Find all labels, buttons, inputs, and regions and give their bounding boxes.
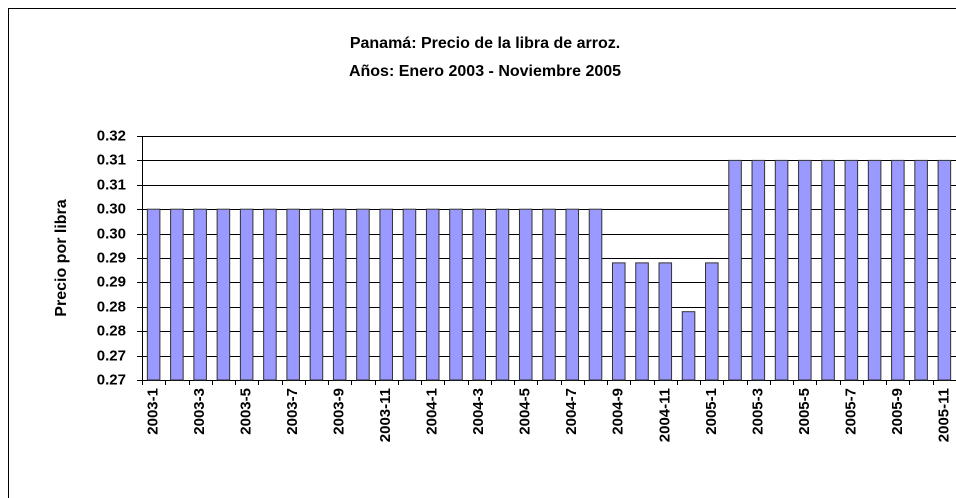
bar	[425, 208, 440, 381]
bar	[588, 208, 603, 381]
y-tick-label: 0.27	[97, 371, 126, 388]
x-tick-label: 2005-1	[703, 388, 720, 435]
bar	[611, 262, 626, 381]
x-tick-label: 2004-9	[610, 388, 627, 435]
bar	[309, 208, 324, 381]
x-tick-label: 2003-1	[145, 388, 162, 435]
bar	[332, 208, 347, 381]
bar	[356, 208, 370, 381]
bar	[937, 159, 952, 381]
bar	[867, 159, 882, 381]
bar	[821, 159, 835, 381]
bar	[472, 208, 487, 381]
x-tick-label: 2004-11	[656, 388, 673, 442]
bar	[379, 208, 393, 381]
x-tick-label: 2003-3	[191, 388, 208, 435]
bar	[402, 208, 417, 381]
bar	[286, 208, 300, 381]
y-tick-label: 0.28	[97, 298, 126, 315]
x-tick-label: 2005-7	[842, 388, 859, 435]
bar	[681, 311, 696, 381]
y-tick-label: 0.30	[97, 225, 126, 242]
x-tick-label: 2004-7	[563, 388, 580, 435]
y-axis-label: Precio por libra	[53, 199, 70, 316]
y-tick-label: 0.31	[97, 151, 126, 168]
bar	[635, 262, 649, 381]
x-tick-label: 2004-1	[424, 388, 441, 435]
y-tick-label: 0.27	[97, 347, 126, 364]
bar	[146, 208, 161, 381]
bar	[728, 159, 742, 381]
bar	[449, 208, 463, 381]
y-tick-label: 0.31	[97, 176, 126, 193]
chart-title: Panamá: Precio de la libra de arroz.	[350, 35, 620, 52]
x-tick-label: 2005-9	[889, 388, 906, 435]
bar	[774, 159, 789, 381]
bar	[565, 208, 580, 381]
bar	[542, 208, 556, 381]
bar	[216, 208, 231, 381]
bar	[518, 208, 533, 381]
x-tick-label: 2004-5	[517, 388, 534, 435]
x-tick-label: 2005-11	[935, 388, 952, 442]
x-tick-label: 2004-3	[470, 388, 487, 435]
bar	[263, 208, 277, 381]
bar	[891, 159, 905, 381]
x-tick-label: 2003-7	[284, 388, 301, 435]
y-tick-label: 0.30	[97, 200, 126, 217]
y-tick-label: 0.29	[97, 249, 126, 266]
x-tick-label: 2005-3	[749, 388, 766, 435]
x-tick-label: 2003-11	[377, 388, 394, 442]
bar	[751, 159, 766, 381]
bar	[239, 208, 254, 381]
bar	[170, 208, 184, 381]
y-tick-label: 0.29	[97, 273, 126, 290]
y-tick-label: 0.28	[97, 322, 126, 339]
bar	[914, 159, 928, 381]
x-tick-label: 2003-9	[331, 388, 348, 435]
bar	[844, 159, 859, 381]
x-tick-label: 2005-5	[796, 388, 813, 435]
bar	[193, 208, 207, 381]
bar	[495, 208, 510, 381]
bar	[798, 159, 812, 381]
bar	[658, 262, 673, 381]
x-tick-label: 2003-5	[238, 388, 255, 435]
chart-subtitle: Años: Enero 2003 - Noviembre 2005	[349, 63, 621, 80]
bar	[705, 262, 719, 381]
y-tick-label: 0.32	[97, 127, 126, 144]
